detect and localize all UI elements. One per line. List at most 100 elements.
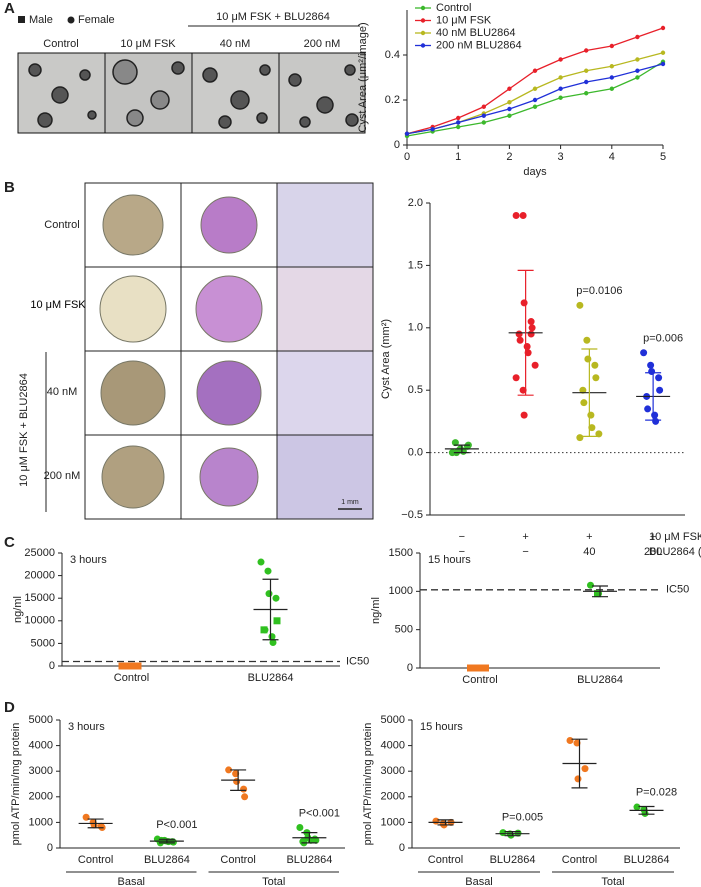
data-point [584,355,592,363]
row-label: 10 μM FSK [30,299,86,311]
condition-value: + [522,531,528,543]
chart-title: 15 hours [428,554,471,566]
data-point [520,411,528,419]
legend-marker [420,5,426,11]
column-label: 10 μM FSK [120,38,176,50]
data-point [527,318,535,326]
data-point [576,434,584,442]
legend-square [18,16,25,23]
group-label: Total [601,876,624,887]
data-point [519,386,527,394]
error-bar [87,818,104,829]
legend-marker [420,30,426,36]
y-tick-label: 1000 [389,585,413,597]
chart-title: 3 hours [68,721,105,733]
data-point [456,124,461,130]
data-point [584,68,589,73]
data-point [528,324,536,332]
cysts-a [28,59,359,129]
legend-label: 10 μM FSK [436,14,492,26]
y-tick-label: 2000 [381,791,405,803]
data-point [641,809,649,817]
data-point [558,95,563,100]
data-point [579,386,587,394]
data-point [456,115,461,121]
reference-label: IC50 [666,584,689,596]
x-tick-label: BLU2864 [144,854,190,866]
data-point [456,120,461,125]
data-point [635,57,640,62]
y-tick-label: 1500 [389,547,413,559]
data-point [581,765,589,773]
group-label: Total [262,876,285,887]
data-point [532,68,538,73]
data-point [527,330,535,338]
data-point [584,48,589,53]
error-bar [158,838,175,844]
p-value: p=0.0106 [576,285,622,297]
data-point [312,836,320,844]
data-point [584,79,589,85]
organoids-b [99,194,263,509]
column-label: 40 nM [220,38,251,50]
y-tick-label: 15000 [24,592,55,604]
y-tick-label: 1000 [381,816,405,828]
y-tick-label: 0 [399,842,405,854]
y-tick-label: 0.0 [408,447,423,459]
data-point [566,736,574,744]
x-axis-label: days [523,166,547,178]
data-point [516,336,524,344]
y-tick-label: 3000 [29,765,53,777]
data-point [515,330,523,338]
y-tick-label: 1.0 [408,322,423,334]
data-point [587,581,594,589]
data-point [558,86,563,91]
data-point [595,430,603,438]
condition-value: − [459,531,465,543]
data-point [532,97,538,103]
x-tick-label: 1 [455,151,461,163]
group-label: 10 μM FSK + BLU2864 [216,11,330,23]
panel-letter: C [4,534,15,551]
x-tick-label: BLU2864 [624,854,670,866]
group-label: Basal [465,876,493,887]
series-line [406,52,664,135]
micrographs-a [17,52,366,134]
data-point [588,424,596,432]
x-tick-label: 4 [609,151,615,163]
data-point [580,399,588,407]
condition-label: 10 μM FSK [649,531,701,543]
error-bar [592,585,608,598]
data-point [660,25,666,31]
data-point [268,633,276,641]
y-tick-label: 500 [395,624,413,636]
legend-label: 200 nM BLU2864 [436,39,522,51]
data-point [157,836,165,844]
data-point [532,86,538,91]
data-point [660,61,666,67]
data-point [261,626,269,634]
data-point [576,301,584,309]
panel-letter: D [4,699,15,716]
condition-value: 200 [644,546,662,558]
error-bar [517,269,534,396]
error-bar [453,444,470,454]
data-point [126,662,134,670]
data-point [609,43,614,49]
group-label: 10 μM FSK + BLU2864 [18,373,30,487]
y-tick-label: 5000 [381,714,405,726]
x-tick-label: 2 [506,151,512,163]
data-point [82,813,90,821]
x-tick-label: BLU2864 [286,854,332,866]
chart-title: 15 hours [420,721,463,733]
panel-letter: B [4,179,15,196]
x-tick-label: Control [114,672,149,684]
y-tick-label: 1000 [29,816,53,828]
legend-label: Control [436,2,471,14]
y-tick-label: 0.5 [408,384,423,396]
y-axis-label: Cyst Area (mm²) [380,319,392,399]
data-point [648,367,656,375]
legend-marker [420,18,426,23]
data-point [587,411,595,419]
y-tick-label: 2.0 [408,197,423,209]
